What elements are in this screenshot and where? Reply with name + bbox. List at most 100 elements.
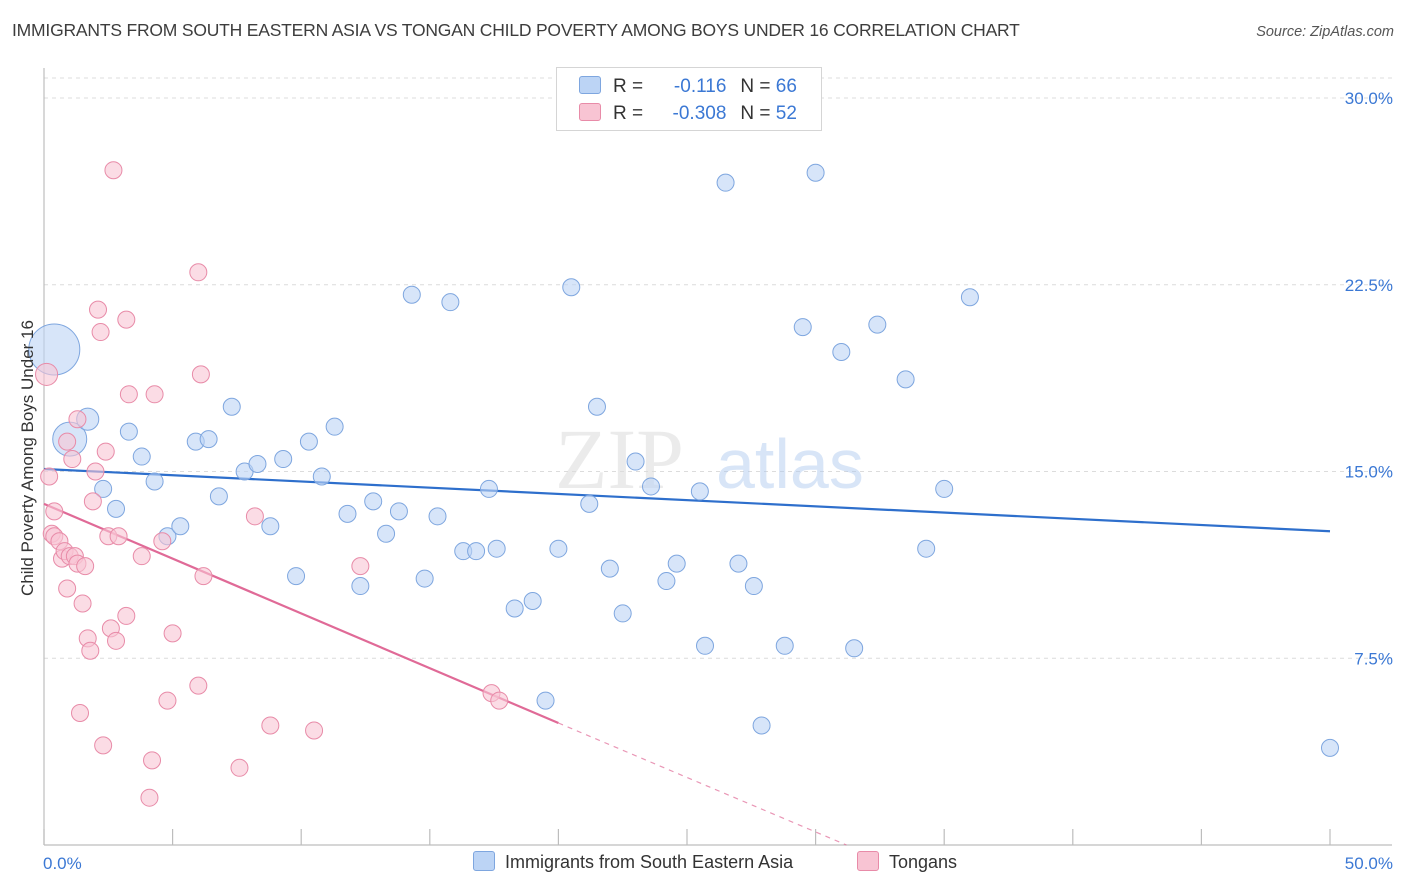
point-immigrants bbox=[716, 173, 735, 192]
r-label: R = bbox=[613, 103, 644, 124]
n-label: N = bbox=[740, 103, 771, 124]
point-tongan bbox=[96, 442, 115, 461]
point-immigrants bbox=[479, 479, 498, 498]
point-immigrants bbox=[896, 370, 915, 389]
data-points bbox=[28, 161, 1339, 807]
point-tongan bbox=[194, 567, 213, 586]
point-tongan bbox=[94, 736, 113, 755]
point-immigrants bbox=[935, 479, 954, 498]
trend-lines bbox=[43, 467, 1331, 846]
pink-swatch bbox=[579, 103, 601, 121]
point-immigrants bbox=[667, 554, 686, 573]
point-tongan bbox=[132, 547, 151, 566]
point-tongan bbox=[40, 467, 59, 486]
legend-label-tongans: Tongans bbox=[889, 852, 958, 872]
point-immigrants bbox=[119, 422, 138, 441]
point-immigrants bbox=[626, 452, 645, 471]
point-tongan bbox=[119, 385, 138, 404]
point-tongan bbox=[68, 410, 87, 429]
trend-line-tongans bbox=[43, 502, 559, 725]
stats-row-immigrants: R = -0.116 N = 66 bbox=[579, 76, 797, 100]
point-immigrants bbox=[338, 504, 357, 523]
legend-swatch-blue bbox=[473, 851, 495, 871]
point-tongan bbox=[230, 758, 249, 777]
point-immigrants bbox=[960, 288, 979, 307]
point-immigrants bbox=[132, 447, 151, 466]
point-immigrants bbox=[222, 397, 241, 416]
point-immigrants bbox=[145, 472, 164, 491]
point-immigrants bbox=[600, 559, 619, 578]
point-immigrants bbox=[402, 285, 421, 304]
point-tongan bbox=[35, 362, 59, 386]
point-tongan bbox=[71, 704, 90, 723]
point-immigrants bbox=[744, 577, 763, 596]
watermark-atlas: atlas bbox=[716, 425, 864, 503]
point-immigrants bbox=[467, 542, 486, 561]
point-tongan bbox=[117, 606, 136, 625]
point-immigrants bbox=[536, 691, 555, 710]
legend-item-tongans[interactable]: Tongans bbox=[857, 851, 957, 877]
r-value: -0.116 bbox=[673, 76, 727, 97]
point-immigrants bbox=[696, 636, 715, 655]
point-immigrants bbox=[775, 636, 794, 655]
point-tongan bbox=[189, 263, 208, 282]
blue-swatch bbox=[579, 76, 601, 94]
point-immigrants bbox=[917, 539, 936, 558]
point-immigrants bbox=[261, 517, 280, 536]
point-tongan bbox=[158, 691, 177, 710]
point-immigrants bbox=[523, 591, 542, 610]
n-value: 52 bbox=[775, 103, 797, 124]
point-tongan bbox=[245, 507, 264, 526]
trend-line-tongans-extension bbox=[558, 722, 847, 846]
trend-line-immigrants bbox=[43, 467, 1331, 533]
source-label: Source: ZipAtlas.com bbox=[1256, 24, 1394, 40]
point-immigrants bbox=[248, 455, 267, 474]
point-tongan bbox=[189, 676, 208, 695]
point-immigrants bbox=[690, 482, 709, 501]
point-immigrants bbox=[868, 315, 887, 334]
point-immigrants bbox=[312, 467, 331, 486]
point-tongan bbox=[89, 300, 108, 319]
legend-label-immigrants: Immigrants from South Eastern Asia bbox=[505, 852, 794, 872]
point-tongan bbox=[73, 594, 92, 613]
point-tongan bbox=[81, 641, 100, 660]
n-label: N = bbox=[740, 76, 771, 97]
point-tongan bbox=[83, 492, 102, 511]
point-immigrants bbox=[641, 477, 660, 496]
point-immigrants bbox=[351, 577, 370, 596]
stats-row-tongans: R = -0.308 N = 52 bbox=[579, 103, 797, 127]
point-immigrants bbox=[274, 450, 293, 469]
point-immigrants bbox=[107, 499, 126, 518]
point-tongan bbox=[104, 161, 123, 180]
point-tongan bbox=[351, 557, 370, 576]
point-immigrants bbox=[549, 539, 568, 558]
point-immigrants bbox=[832, 342, 851, 361]
point-immigrants bbox=[562, 278, 581, 297]
watermark-zip: ZIP bbox=[555, 411, 684, 507]
point-immigrants bbox=[94, 479, 113, 498]
point-immigrants bbox=[587, 397, 606, 416]
point-immigrants bbox=[845, 639, 864, 658]
point-immigrants bbox=[752, 716, 771, 735]
point-tongan bbox=[143, 751, 162, 770]
point-immigrants bbox=[299, 432, 318, 451]
point-tongan bbox=[86, 462, 105, 481]
point-immigrants bbox=[613, 604, 632, 623]
point-tongan bbox=[163, 624, 182, 643]
y-tick-label: 7.5% bbox=[1354, 649, 1393, 668]
r-value: -0.308 bbox=[672, 103, 727, 124]
y-tick-label: 15.0% bbox=[1345, 463, 1393, 482]
point-tongan bbox=[117, 310, 136, 329]
r-label: R = bbox=[613, 76, 644, 97]
point-tongan bbox=[91, 323, 110, 342]
point-immigrants bbox=[377, 524, 396, 543]
point-immigrants bbox=[171, 517, 190, 536]
y-axis-title: Child Poverty Among Boys Under 16 bbox=[18, 320, 37, 596]
point-immigrants bbox=[389, 502, 408, 521]
legend-item-immigrants[interactable]: Immigrants from South Eastern Asia bbox=[473, 851, 793, 877]
tick-labels: 7.5% 15.0% 22.5% 30.0% 0.0% 50.0% bbox=[43, 89, 1393, 873]
point-immigrants bbox=[505, 599, 524, 618]
point-immigrants bbox=[199, 430, 218, 449]
point-immigrants bbox=[287, 567, 306, 586]
point-tongan bbox=[107, 631, 126, 650]
